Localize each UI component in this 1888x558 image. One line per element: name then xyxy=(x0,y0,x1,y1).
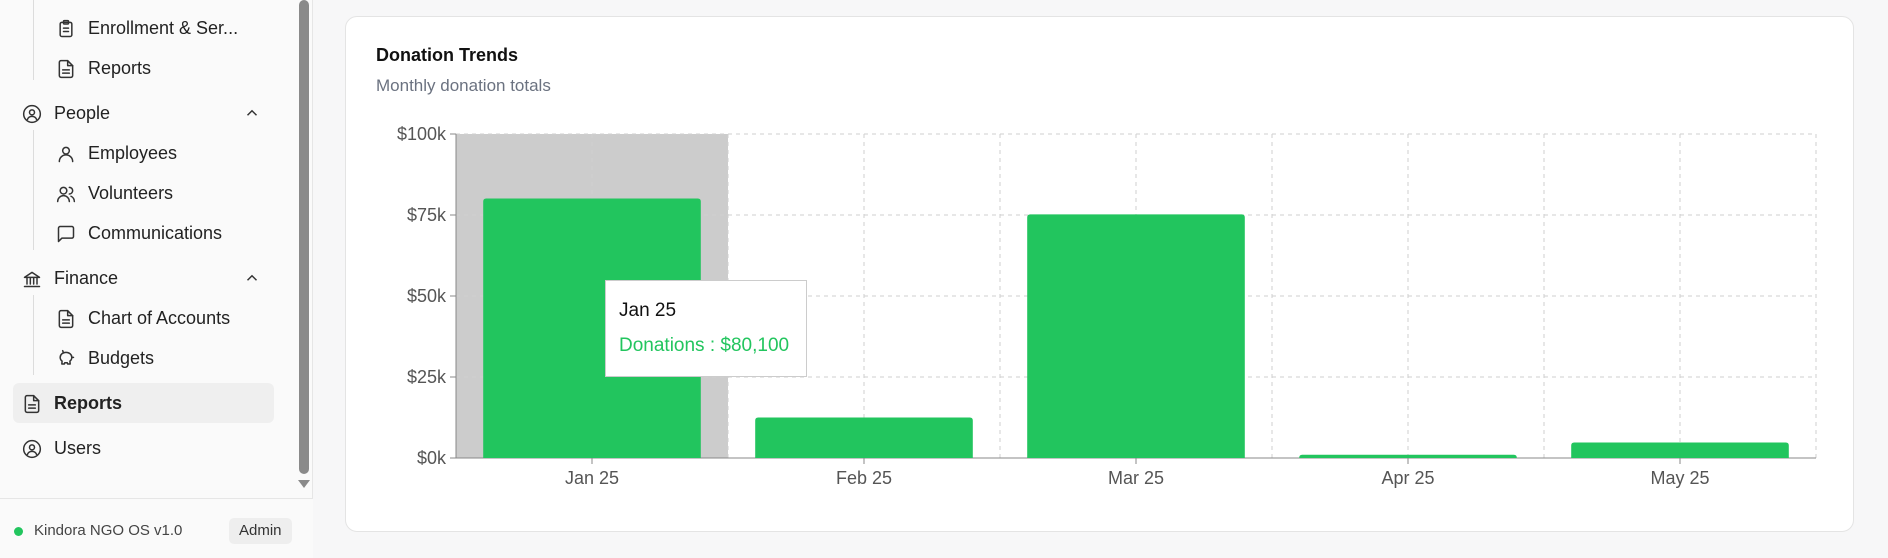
sidebar-item-employees[interactable]: Employees xyxy=(56,143,177,164)
sidebar-item-label: Communications xyxy=(88,223,223,243)
x-tick-label: Feb 25 xyxy=(836,468,892,488)
sidebar-item-label: Employees xyxy=(88,143,178,163)
app-version: Kindora NGO OS v1.0 xyxy=(34,522,183,539)
sidebar-scroll-thumb[interactable] xyxy=(299,0,309,474)
sidebar-item-label: Finance xyxy=(54,268,119,288)
tree-line xyxy=(33,130,34,250)
x-tick-label: Apr 25 xyxy=(1381,468,1434,488)
clipboard-icon xyxy=(56,19,76,39)
sidebar-nav: Enrollment & Ser... Reports People Emplo… xyxy=(0,0,296,497)
sidebar: Enrollment & Ser... Reports People Emplo… xyxy=(0,0,313,558)
sidebar-item-label: Users xyxy=(54,438,102,458)
y-tick-label: $25k xyxy=(407,367,447,387)
tree-line xyxy=(33,295,34,375)
x-tick-label: Jan 25 xyxy=(565,468,619,488)
y-tick-label: $50k xyxy=(407,286,447,306)
bar xyxy=(1571,442,1789,458)
sidebar-group-finance[interactable]: Finance xyxy=(22,268,118,289)
role-badge: Admin xyxy=(229,518,292,544)
status-dot-icon xyxy=(14,527,23,536)
user-icon xyxy=(56,144,76,164)
x-tick-label: Mar 25 xyxy=(1108,468,1164,488)
card-subtitle: Monthly donation totals xyxy=(376,76,551,95)
file-text-icon xyxy=(56,59,76,79)
card-title: Donation Trends xyxy=(376,45,519,65)
piggy-bank-icon xyxy=(56,349,76,369)
active-row-highlight xyxy=(13,383,274,423)
scroll-down-arrow-icon[interactable] xyxy=(298,480,310,488)
tooltip-value: Donations : $80,100 xyxy=(619,335,790,356)
tooltip-label: Jan 25 xyxy=(619,300,677,321)
sidebar-item-label: Reports xyxy=(54,393,123,413)
sidebar-item-budgets[interactable]: Budgets xyxy=(56,348,154,369)
chevron-up-icon[interactable] xyxy=(243,269,263,289)
sidebar-item-chart-of-accounts[interactable]: Chart of Accounts xyxy=(56,308,230,329)
y-tick-label: $75k xyxy=(407,205,447,225)
sidebar-item-enrollment[interactable]: Enrollment & Ser... xyxy=(56,18,238,39)
bar xyxy=(755,417,973,458)
file-text-icon xyxy=(22,394,42,414)
sidebar-item-reports[interactable]: Reports xyxy=(22,393,122,414)
chart-tooltip: Jan 25 Donations : $80,100 xyxy=(605,280,807,377)
bar xyxy=(483,198,701,458)
x-tick-label: May 25 xyxy=(1650,468,1709,488)
sidebar-item-users[interactable]: Users xyxy=(22,438,101,459)
sidebar-item-communications[interactable]: Communications xyxy=(56,223,222,244)
message-square-icon xyxy=(56,224,76,244)
chevron-up-icon[interactable] xyxy=(243,104,263,124)
user-circle-icon xyxy=(22,439,42,459)
sidebar-item-label: Budgets xyxy=(88,348,155,368)
sidebar-item-label: Volunteers xyxy=(88,183,174,203)
sidebar-item-volunteers[interactable]: Volunteers xyxy=(56,183,173,204)
y-tick-label: $100k xyxy=(397,124,447,144)
users-icon xyxy=(56,184,76,204)
sidebar-group-people[interactable]: People xyxy=(22,103,110,124)
bar xyxy=(1027,214,1245,458)
user-circle-icon xyxy=(22,104,42,124)
file-text-icon xyxy=(56,309,76,329)
sidebar-item-label: People xyxy=(54,103,111,123)
sidebar-item-label: Reports xyxy=(88,58,152,78)
donation-bar-chart: $0k $25k $50k $75k $100k Jan 25 Feb 25 Mar 25 Ap… xyxy=(397,124,1817,488)
sidebar-item-reports-sub[interactable]: Reports xyxy=(56,58,151,79)
sidebar-item-label: Enrollment & Ser... xyxy=(88,18,239,38)
bank-icon xyxy=(22,269,42,289)
y-tick-label: $0k xyxy=(417,448,447,468)
bar xyxy=(1299,454,1517,458)
tree-line xyxy=(33,0,34,80)
sidebar-item-label: Chart of Accounts xyxy=(88,308,231,328)
